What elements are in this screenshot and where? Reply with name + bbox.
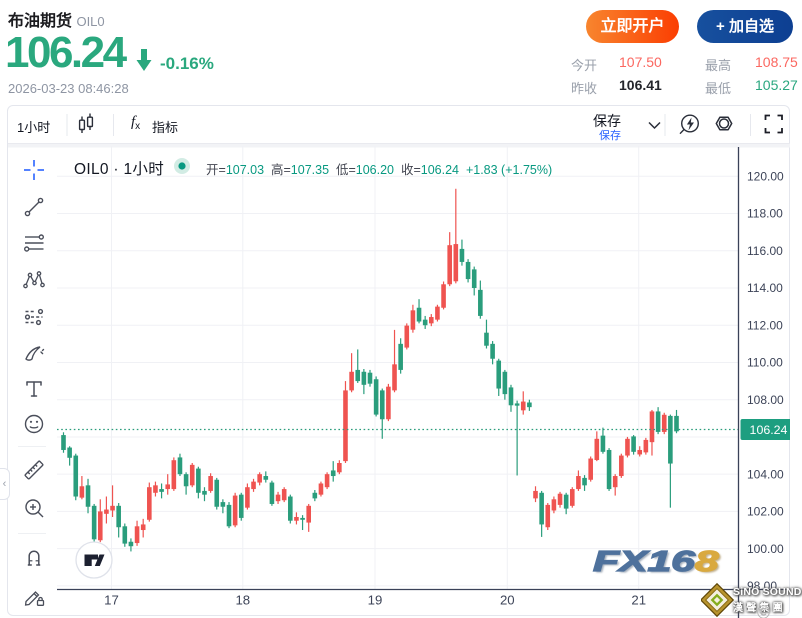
svg-text:20: 20 xyxy=(500,593,515,608)
svg-text:106.24: 106.24 xyxy=(750,423,788,437)
svg-text:18: 18 xyxy=(235,593,250,608)
svg-text:118.00: 118.00 xyxy=(747,207,783,221)
svg-text:17: 17 xyxy=(104,593,119,608)
svg-text:110.00: 110.00 xyxy=(747,356,783,370)
svg-text:19: 19 xyxy=(368,593,383,608)
svg-text:120.00: 120.00 xyxy=(747,170,784,184)
svg-text:102.00: 102.00 xyxy=(747,505,784,519)
svg-text:21: 21 xyxy=(631,593,646,608)
svg-text:116.00: 116.00 xyxy=(747,244,783,258)
svg-text:108.00: 108.00 xyxy=(747,393,784,407)
svg-text:104.00: 104.00 xyxy=(747,467,784,481)
svg-text:112.00: 112.00 xyxy=(747,318,783,332)
svg-text:114.00: 114.00 xyxy=(747,281,783,295)
svg-text:100.00: 100.00 xyxy=(747,542,784,556)
